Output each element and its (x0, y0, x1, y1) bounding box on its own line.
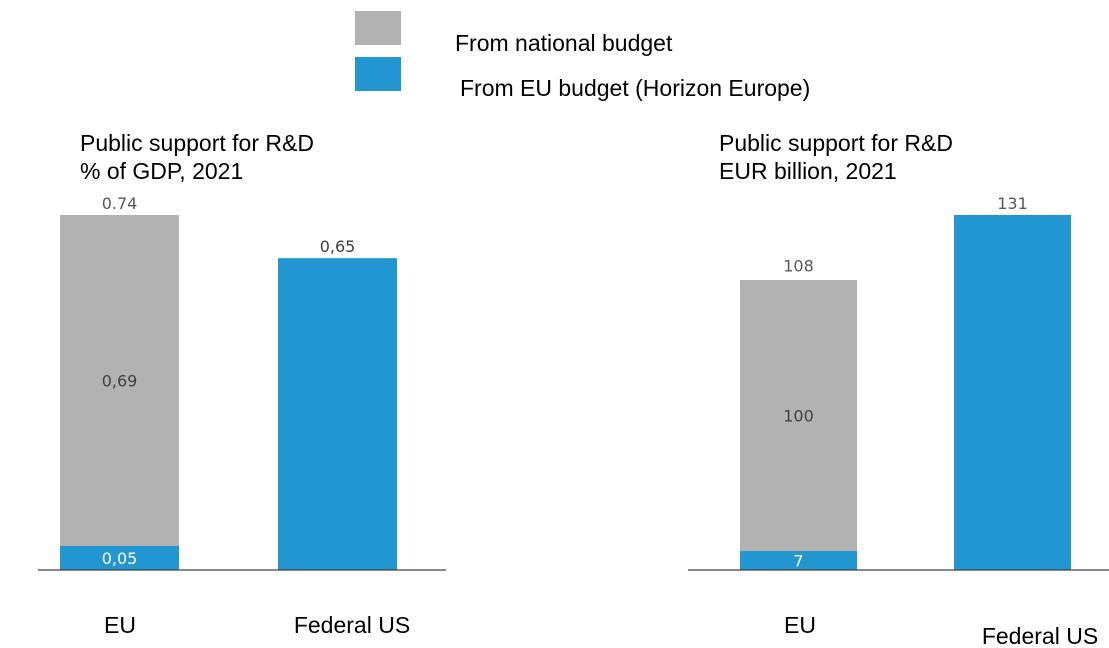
left-bar-eu-series-1 (60, 215, 179, 547)
left-data-label: 0,65 (320, 237, 356, 256)
right-data-label: 100 (783, 407, 814, 426)
left-data-label: 0,69 (102, 372, 138, 391)
legend-label-national: From national budget (455, 30, 673, 56)
right-bar-eu-series-0 (740, 551, 857, 570)
right-data-label: 7 (793, 552, 803, 571)
left-category-label: EU (104, 612, 136, 638)
legend-swatch-eu (355, 57, 401, 91)
right-total-label: 131 (997, 194, 1028, 213)
left-total-label: 0.74 (102, 194, 138, 213)
left-bar-eu-series-0 (60, 546, 179, 570)
left-bar-federal-us-series-0 (278, 258, 397, 570)
right-bar-federal-us-series-0 (954, 215, 1071, 570)
left-chart-title-line2: % of GDP, 2021 (80, 158, 244, 184)
right-bar-eu-series-1 (740, 280, 857, 552)
right-chart-title-line2: EUR billion, 2021 (719, 158, 897, 184)
left-chart-title-line1: Public support for R&D (80, 130, 314, 156)
left-category-label: Federal US (294, 612, 410, 638)
right-category-label: EU (784, 612, 816, 638)
right-total-label: 108 (783, 256, 814, 275)
left-data-label: 0,05 (102, 549, 138, 568)
chart-legend: From national budget From EU budget (Hor… (0, 0, 1109, 110)
left-chart-title: Public support for R&D % of GDP, 2021 (80, 129, 314, 185)
right-chart-title-line1: Public support for R&D (719, 130, 953, 156)
right-category-label: Federal US (982, 623, 1098, 648)
right-chart-title: Public support for R&D EUR billion, 2021 (719, 129, 953, 185)
legend-swatch-national (355, 11, 401, 45)
legend-label-eu: From EU budget (Horizon Europe) (460, 75, 811, 101)
